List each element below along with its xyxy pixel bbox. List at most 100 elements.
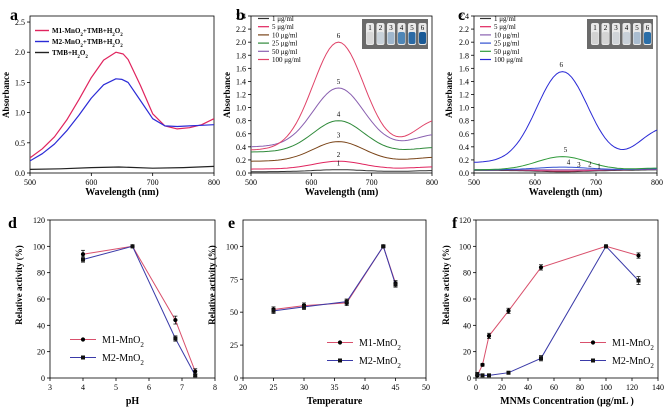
y-axis-label: Absorbance [222, 72, 232, 118]
x-tick-label: 20 [498, 383, 506, 392]
y-tick-label: 1.6 [459, 64, 469, 73]
panel-letter: a [10, 7, 18, 24]
panel-letter: d [8, 215, 17, 232]
y-tick-label: 1.4 [236, 77, 246, 86]
series-line [30, 51, 214, 159]
legend-label: 50 μg/ml [272, 48, 297, 56]
curve-number-label: 2 [588, 160, 592, 168]
series-line [251, 160, 432, 170]
y-tick-label: 0 [234, 374, 238, 383]
legend-label: 1 μg/ml [272, 15, 294, 23]
legend-label: 25 μg/ml [272, 40, 297, 48]
y-tick-label: 25 [230, 341, 238, 350]
x-tick-label: 20 [239, 383, 247, 392]
x-tick-label: 8 [213, 383, 217, 392]
y-tick-label: 1.0 [236, 104, 246, 113]
legend-marker [337, 340, 343, 345]
series-line [82, 245, 196, 376]
y-tick-label: 1.2 [459, 91, 469, 100]
y-tick-label: 100 [226, 242, 238, 251]
y-tick-label: 2.4 [459, 12, 469, 21]
x-tick-label: 500 [468, 178, 480, 187]
y-tick-label: 0.0 [236, 169, 246, 178]
vial-label: 1 [368, 24, 372, 32]
y-tick-label: 0 [467, 374, 471, 383]
legend-marker [590, 340, 596, 345]
vial-label: 4 [400, 24, 404, 32]
x-axis-label: Wavelength (nm) [85, 187, 159, 198]
panel-letter: f [452, 215, 458, 232]
panel-letter: c [458, 7, 465, 24]
series-line [30, 165, 214, 170]
data-point [344, 299, 349, 304]
vial-label: 3 [614, 24, 618, 32]
y-tick-label: 0.4 [236, 143, 246, 152]
y-tick-label: 1.6 [236, 64, 246, 73]
x-tick-label: 700 [147, 178, 159, 187]
y-tick-label: 120 [33, 216, 45, 225]
y-tick-label: 1.5 [15, 78, 25, 87]
y-tick-label: 0 [41, 374, 45, 383]
curve-number-label: 4 [337, 111, 341, 119]
y-tick-label: 20 [463, 348, 471, 357]
legend-label: M1-MnO2 [612, 338, 654, 352]
y-tick-label: 2.2 [236, 25, 246, 34]
series-line [474, 71, 657, 163]
data-point [381, 244, 386, 249]
curve-number-label: 6 [559, 61, 563, 69]
plot-area [273, 245, 396, 312]
x-tick-label: 80 [576, 383, 584, 392]
y-tick-label: 80 [463, 269, 471, 278]
data-point [271, 308, 276, 313]
data-point [193, 373, 198, 378]
series-line [474, 169, 657, 173]
data-point [538, 265, 544, 270]
x-axis-label: Wavelength (nm) [305, 187, 379, 198]
x-axis-label: Wavelength (nm) [529, 187, 603, 198]
x-tick-label: 500 [245, 178, 257, 187]
legend-label: 10 μg/ml [494, 31, 519, 39]
vial-label: 5 [635, 24, 639, 32]
x-axis-label: MNMs Concentration (μg/mL ) [500, 396, 634, 407]
vial-label: 2 [604, 24, 608, 32]
x-tick-label: 3 [48, 383, 52, 392]
legend-label: 1 μg/ml [494, 15, 516, 23]
y-tick-label: 0.2 [236, 156, 246, 165]
data-point [487, 373, 491, 378]
vial-solution [377, 32, 384, 44]
x-axis-label: Temperature [307, 396, 363, 407]
y-axis-label: Absorbance [444, 72, 454, 118]
y-tick-label: 40 [463, 321, 471, 330]
y-tick-label: 0.5 [15, 139, 25, 148]
legend-label: M1-MnO2 [102, 335, 144, 349]
series-line [251, 169, 432, 173]
x-tick-label: 4 [81, 383, 85, 392]
x-tick-label: 0 [474, 383, 478, 392]
x-tick-label: 800 [426, 178, 438, 187]
vial-solution [398, 32, 405, 44]
y-tick-label: 2.0 [459, 38, 469, 47]
x-tick-label: 50 [422, 383, 430, 392]
x-tick-label: 140 [652, 383, 664, 392]
data-point [81, 257, 85, 262]
vial-solution [419, 32, 426, 44]
x-tick-label: 35 [331, 383, 339, 392]
curve-number-label: 4 [567, 158, 571, 166]
y-axis-label: Absorbance [1, 72, 11, 118]
plot-frame [29, 15, 215, 174]
curve-number-label: 3 [577, 161, 581, 169]
y-tick-label: 0.8 [236, 117, 246, 126]
y-tick-label: 2.5 [15, 18, 25, 27]
x-tick-label: 800 [651, 178, 663, 187]
x-tick-label: 600 [85, 178, 97, 187]
plot-area [251, 41, 432, 173]
y-tick-label: 2.2 [459, 25, 469, 34]
panel-letter: b [236, 7, 245, 24]
legend-label: M2-MnO2+TMB+H2O2 [52, 38, 123, 49]
vial-solution [623, 32, 630, 44]
data-point [506, 308, 511, 313]
vial-label: 2 [379, 24, 383, 32]
curve-number-label: 1 [337, 160, 341, 168]
y-tick-label: 75 [230, 275, 238, 284]
curve-number-label: 3 [337, 132, 341, 140]
